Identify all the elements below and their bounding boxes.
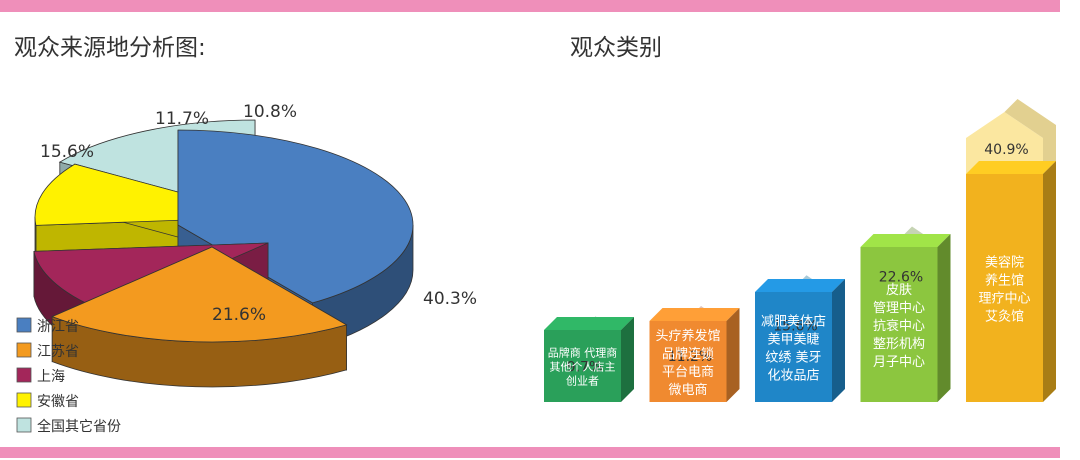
category-label: 品牌连锁 [662, 346, 714, 362]
category-label: 理疗中心 [978, 292, 1030, 307]
category-box [860, 247, 938, 402]
category-label: 美容院 [985, 255, 1024, 271]
category-chart-title: 观众类别 [570, 35, 662, 61]
legend-item: 全国其它省份 [16, 417, 121, 435]
pie-value-label: 40.3% [423, 289, 477, 309]
legend-swatch [16, 392, 32, 408]
legend-item: 江苏省 [16, 342, 79, 360]
category-label: 创业者 [566, 375, 599, 388]
bar-value-label: 15.6% [773, 318, 817, 334]
legend-item: 浙江省 [16, 317, 79, 335]
bar-value-label: 11.2% [668, 349, 712, 365]
category-label: 月子中心 [873, 355, 925, 370]
category-label: 抗衰中心 [873, 318, 925, 334]
category-label: 平台电商 [662, 365, 714, 380]
pie-chart-title: 观众来源地分析图: [14, 35, 206, 61]
category-box [966, 174, 1043, 402]
category-label: 管理中心 [873, 301, 925, 316]
category-label: 皮肤 [886, 283, 912, 298]
category-box [649, 321, 727, 402]
bar-value-label: 22.6% [879, 270, 923, 286]
category-label: 整形机构 [873, 337, 925, 352]
legend-item: 上海 [16, 367, 65, 385]
pie-value-label: 15.6% [40, 142, 94, 162]
category-arrow [966, 112, 1043, 174]
category-label: 减肥美体店 [761, 315, 826, 330]
category-label: 纹绣 美牙 [765, 351, 821, 366]
legend-label: 安徽省 [37, 394, 79, 410]
top-band [0, 0, 1060, 12]
source-pie-chart: 40.3% 21.6% 11.7% 10.8% 15.6% [33, 102, 477, 388]
pie-value-label: 11.7% [155, 109, 209, 129]
legend-swatch [16, 367, 32, 383]
category-label: 艾灸馆 [985, 310, 1024, 325]
legend-label: 浙江省 [37, 319, 79, 335]
category-label: 养生馆 [985, 273, 1024, 289]
category-label: 品牌商 代理商 [548, 346, 618, 360]
bottom-band [0, 447, 1060, 458]
legend-label: 上海 [37, 369, 65, 385]
bar-value-label: 40.9% [984, 142, 1028, 158]
category-label: 头疗养发馆 [655, 328, 720, 344]
legend-swatch [16, 317, 32, 333]
category-box [544, 330, 621, 402]
category-label: 美甲美睫 [767, 333, 819, 348]
legend-item: 安徽省 [16, 392, 79, 410]
pie-slice [51, 246, 348, 388]
category-label: 微电商 [668, 383, 707, 398]
legend-label: 江苏省 [37, 344, 79, 360]
pie-value-label: 10.8% [243, 102, 297, 122]
category-box [755, 292, 832, 402]
legend-swatch [16, 417, 32, 433]
category-label: 其他个人店主 [550, 360, 616, 374]
category-label: 化妆品店 [767, 369, 819, 384]
pie-value-label: 21.6% [212, 305, 266, 325]
legend-label: 全国其它省份 [37, 418, 121, 435]
bar-value-label: 9.7% [567, 359, 603, 375]
legend-swatch [16, 342, 32, 358]
